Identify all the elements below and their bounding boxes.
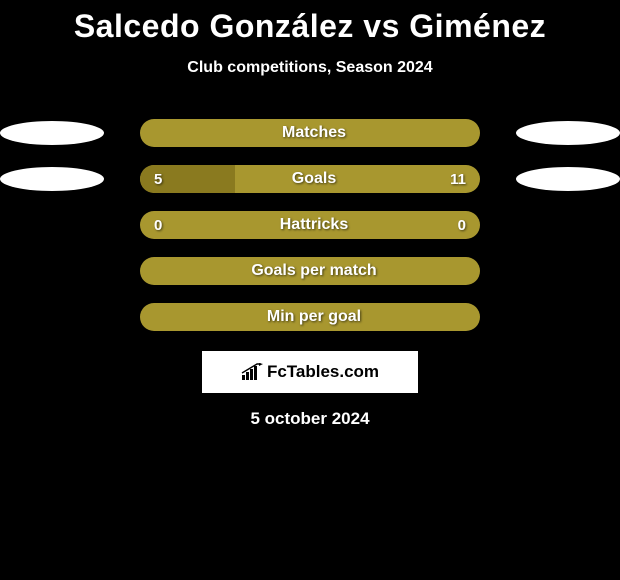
left-oval xyxy=(0,121,104,145)
stat-label: Goals per match xyxy=(140,262,480,280)
right-value: 11 xyxy=(450,171,466,188)
page-title: Salcedo González vs Giménez xyxy=(0,8,620,45)
chart-icon xyxy=(241,363,263,381)
stat-row-hattricks: 0 Hattricks 0 xyxy=(0,211,620,239)
stat-bar: Goals per match xyxy=(140,257,480,285)
branding-box: FcTables.com xyxy=(202,351,418,393)
right-oval xyxy=(516,167,620,191)
stat-row-goals-per-match: Goals per match xyxy=(0,257,620,285)
date-text: 5 october 2024 xyxy=(0,409,620,429)
stat-bar: 0 Hattricks 0 xyxy=(140,211,480,239)
right-oval xyxy=(516,121,620,145)
stat-row-matches: Matches xyxy=(0,119,620,147)
stat-label: Goals xyxy=(140,170,480,188)
stat-label: Hattricks xyxy=(140,216,480,234)
stat-row-goals: 5 Goals 11 xyxy=(0,165,620,193)
branding-text: FcTables.com xyxy=(267,362,379,382)
stat-bar: Matches xyxy=(140,119,480,147)
stat-bar: Min per goal xyxy=(140,303,480,331)
stat-row-min-per-goal: Min per goal xyxy=(0,303,620,331)
stat-label: Min per goal xyxy=(140,308,480,326)
stat-bar: 5 Goals 11 xyxy=(140,165,480,193)
right-value: 0 xyxy=(458,217,466,234)
subtitle: Club competitions, Season 2024 xyxy=(0,59,620,77)
stat-label: Matches xyxy=(140,124,480,142)
left-oval xyxy=(0,167,104,191)
comparison-infographic: Salcedo González vs Giménez Club competi… xyxy=(0,0,620,429)
